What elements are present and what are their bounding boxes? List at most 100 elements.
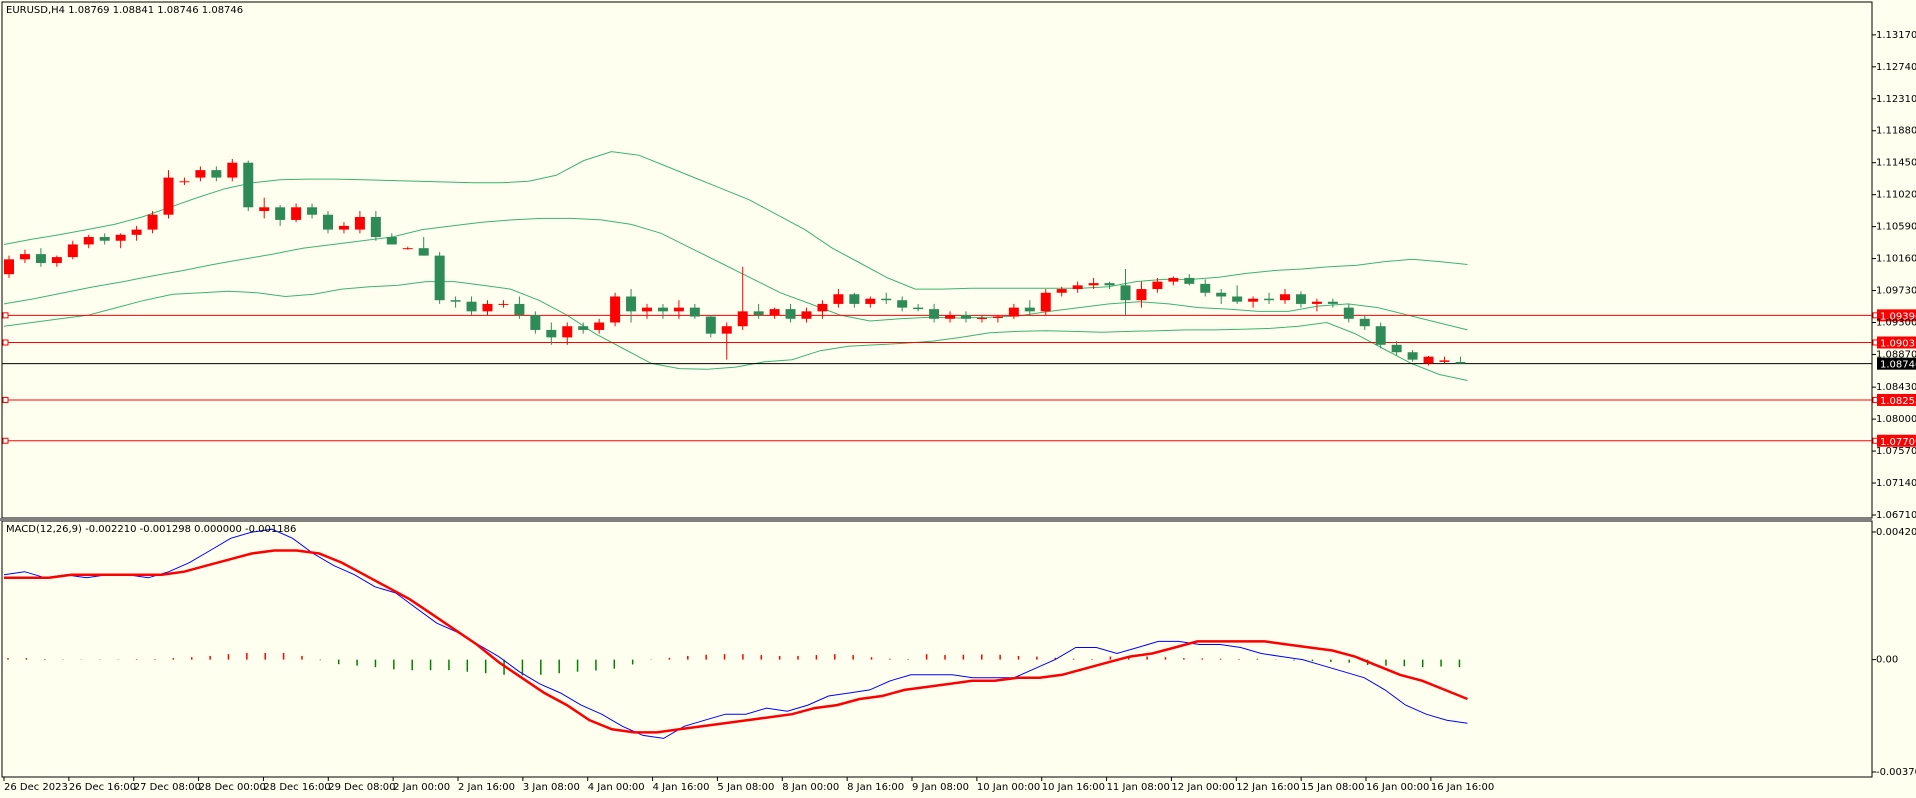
price-tick-label: 1.11020 — [1876, 190, 1916, 201]
level-price-tag — [1877, 434, 1916, 447]
bear-candle — [1200, 283, 1211, 293]
price-tick-label: 1.07570 — [1876, 446, 1916, 457]
bull-candle — [833, 294, 844, 304]
bear-candle — [849, 294, 860, 304]
time-tick-label: 26 Dec 16:00 — [69, 782, 136, 793]
bear-candle — [1232, 296, 1243, 302]
bear-candle — [370, 216, 381, 238]
bear-candle — [1024, 307, 1035, 312]
bull-candle — [402, 248, 413, 250]
price-tick-label: 1.08870 — [1876, 349, 1916, 360]
price-tick-label: 1.09300 — [1876, 318, 1916, 329]
level-anchor — [2, 437, 9, 444]
price-tick-label: 1.12740 — [1876, 62, 1916, 73]
bear-candle — [929, 309, 940, 319]
bollinger-lower-line — [3, 281, 1468, 381]
bull-candle — [354, 216, 365, 230]
bull-candle — [195, 170, 206, 178]
time-tick-label: 9 Jan 08:00 — [912, 782, 969, 793]
bull-candle — [721, 326, 732, 334]
bull-candle — [179, 181, 190, 183]
level-price-tag — [1877, 309, 1916, 322]
bull-candle — [291, 207, 302, 220]
time-tick-label: 2 Jan 00:00 — [393, 782, 450, 793]
bear-candle — [1391, 344, 1402, 353]
bull-candle — [51, 257, 62, 264]
time-tick-label: 4 Jan 16:00 — [653, 782, 710, 793]
price-tick-label: 1.11450 — [1876, 158, 1916, 169]
bull-candle — [482, 303, 493, 312]
bull-candle — [259, 207, 270, 212]
time-tick-label: 28 Dec 00:00 — [199, 782, 266, 793]
current-price-label: 1.08746 — [1880, 360, 1916, 371]
macd-tick-label: 0.004209 — [1876, 527, 1916, 538]
time-tick-label: 11 Jan 08:00 — [1107, 782, 1170, 793]
bear-candle — [99, 237, 110, 241]
bear-candle — [546, 329, 557, 338]
bear-candle — [657, 307, 668, 312]
level-price-tag — [1877, 393, 1916, 406]
bull-candle — [801, 311, 812, 319]
bear-candle — [530, 315, 541, 330]
time-tick-label: 28 Dec 16:00 — [263, 782, 330, 793]
bollinger-middle-line — [3, 217, 1468, 331]
bear-candle — [1120, 285, 1131, 301]
price-tick-label: 1.11880 — [1876, 126, 1916, 137]
time-tick-label: 16 Jan 00:00 — [1366, 782, 1429, 793]
bull-candle — [83, 237, 94, 245]
symbol-info-label: EURUSD,H4 1.08769 1.08841 1.08746 1.0874… — [6, 5, 243, 16]
price-tick-label: 1.10590 — [1876, 222, 1916, 233]
bull-candle — [610, 296, 621, 323]
bull-candle — [642, 307, 652, 312]
level-anchor — [2, 396, 9, 403]
bear-candle — [913, 307, 924, 310]
candlesticks — [4, 158, 1466, 366]
bull-candle — [1423, 356, 1434, 364]
bear-candle — [1455, 361, 1466, 364]
bear-candle — [243, 162, 254, 208]
time-tick-label: 16 Jan 16:00 — [1431, 782, 1494, 793]
price-tick-label: 1.13170 — [1876, 30, 1916, 41]
bull-candle — [1008, 307, 1019, 317]
level-price-label: 1.07709 — [1880, 437, 1916, 448]
bull-candle — [1280, 294, 1290, 301]
bull-candle — [163, 177, 174, 215]
bull-candle — [1439, 360, 1450, 362]
time-tick-label: 26 Dec 2023 — [4, 782, 68, 793]
price-axis: 1.13170 1.12740 1.12310 1.11880 1.11450 1.110… — [1872, 30, 1916, 521]
time-tick-label: 27 Dec 08:00 — [134, 782, 201, 793]
bear-candle — [418, 248, 429, 256]
price-tick-label: 1.09730 — [1876, 286, 1916, 297]
bear-candle — [785, 309, 796, 319]
bull-candle — [945, 315, 956, 319]
time-tick-label: 4 Jan 00:00 — [588, 782, 645, 793]
bear-candle — [578, 326, 589, 330]
bull-candle — [1248, 298, 1259, 302]
bear-candle — [1359, 318, 1370, 327]
time-tick-label: 8 Jan 16:00 — [847, 782, 904, 793]
bull-candle — [865, 298, 876, 304]
price-tick-label: 1.08430 — [1876, 382, 1916, 393]
bull-candle — [594, 322, 605, 330]
bear-candle — [514, 303, 525, 316]
bull-candle — [1136, 289, 1147, 301]
price-tick-label: 1.10160 — [1876, 254, 1916, 265]
time-tick-label: 12 Jan 16:00 — [1236, 782, 1299, 793]
time-tick-label: 5 Jan 08:00 — [717, 782, 774, 793]
bear-candle — [881, 298, 892, 301]
bull-candle — [1311, 301, 1322, 304]
time-tick-label: 8 Jan 00:00 — [782, 782, 839, 793]
bear-candle — [1216, 292, 1227, 297]
bull-candle — [4, 259, 14, 275]
time-tick-label: 12 Jan 00:00 — [1171, 782, 1234, 793]
bull-candle — [1072, 285, 1083, 290]
bear-candle — [1264, 298, 1275, 301]
bear-candle — [1343, 307, 1354, 319]
time-tick-label: 10 Jan 00:00 — [977, 782, 1040, 793]
bull-candle — [115, 234, 126, 241]
time-tick-label: 10 Jan 16:00 — [1042, 782, 1105, 793]
